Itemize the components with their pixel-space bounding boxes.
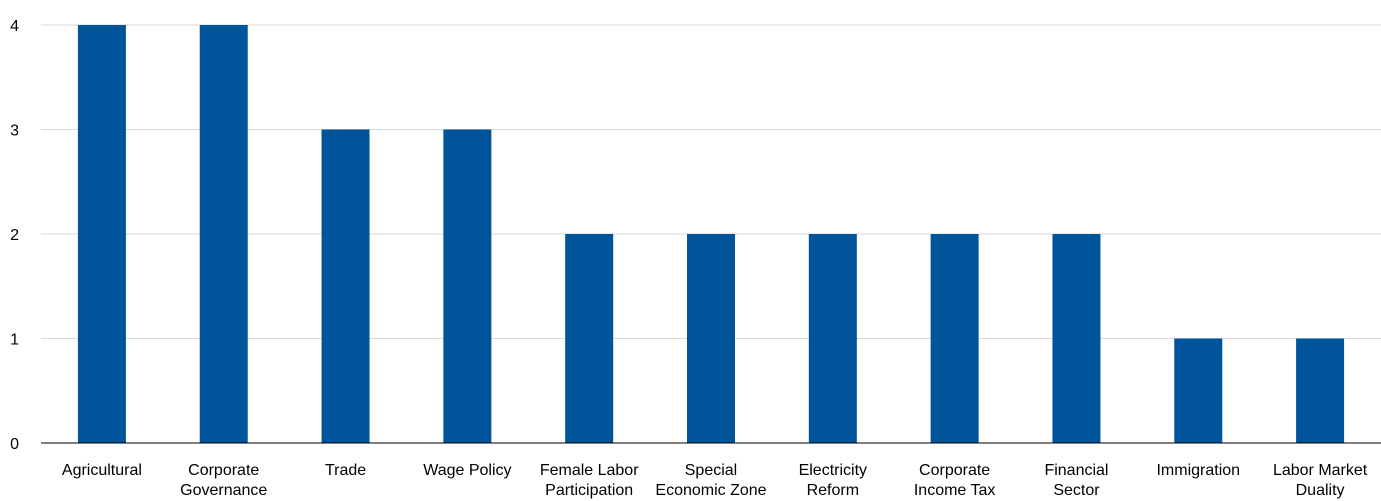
- bar-corporate-governance: [199, 25, 248, 443]
- bar-financial-sector: [1052, 234, 1101, 443]
- x-category-label-line: Wage Policy: [423, 462, 511, 479]
- x-category-label: Agricultural: [62, 462, 142, 479]
- x-category-label: Labor Market Duality: [1273, 462, 1368, 499]
- x-category-label-line: Immigration: [1156, 462, 1240, 479]
- bar-female-labor-participation: [565, 234, 614, 443]
- y-tick-label: 4: [10, 18, 19, 35]
- x-category-label-line: Duality: [1296, 482, 1345, 499]
- y-tick-label: 1: [10, 332, 19, 349]
- x-category-label-line: Labor Market: [1273, 462, 1368, 479]
- x-category-label-line: Female Labor: [540, 462, 639, 479]
- x-category-label: Financial Sector: [1044, 462, 1108, 499]
- x-category-label-line: Governance: [180, 482, 267, 499]
- x-category-label-line: Special: [685, 462, 737, 479]
- x-category-label: Electricity Reform: [799, 462, 867, 499]
- bar-electricity-reform: [808, 234, 857, 443]
- x-category-label: Trade: [325, 462, 366, 479]
- x-category-label: Special Economic Zone: [655, 462, 766, 499]
- x-category-label-line: Income Tax: [914, 482, 996, 499]
- x-category-label-line: Reform: [807, 482, 859, 499]
- x-category-label: Wage Policy: [423, 462, 511, 479]
- bars: [77, 25, 1345, 443]
- x-category-label-line: Participation: [545, 482, 633, 499]
- y-tick-label: 2: [10, 227, 19, 244]
- x-category-label: Female Labor Participation: [540, 462, 639, 499]
- bar-labor-market-duality: [1296, 338, 1345, 443]
- x-category-label-line: Electricity: [799, 462, 867, 479]
- x-category-label-line: Agricultural: [62, 462, 142, 479]
- x-axis-category-labels: Agricultural Corporate Governance Trade Wage…: [62, 462, 1368, 499]
- x-category-label-line: Sector: [1053, 482, 1100, 499]
- x-category-label-line: Corporate: [188, 462, 259, 479]
- bar-trade: [321, 129, 370, 443]
- y-axis-tick-labels: 0 1 2 3 4: [10, 18, 19, 453]
- y-tick-label: 3: [10, 123, 19, 140]
- x-category-label-line: Corporate: [919, 462, 990, 479]
- bar-immigration: [1174, 338, 1223, 443]
- x-category-label: Immigration: [1156, 462, 1240, 479]
- bar-wage-policy: [443, 129, 492, 443]
- x-category-label-line: Economic Zone: [655, 482, 766, 499]
- y-tick-label: 0: [10, 436, 19, 453]
- x-category-label-line: Trade: [325, 462, 366, 479]
- bar-corporate-income-tax: [930, 234, 979, 443]
- x-category-label: Corporate Income Tax: [914, 462, 996, 499]
- x-category-label: Corporate Governance: [180, 462, 267, 499]
- bar-agricultural: [77, 25, 126, 443]
- x-category-label-line: Financial: [1044, 462, 1108, 479]
- bar-special-economic-zone: [687, 234, 735, 443]
